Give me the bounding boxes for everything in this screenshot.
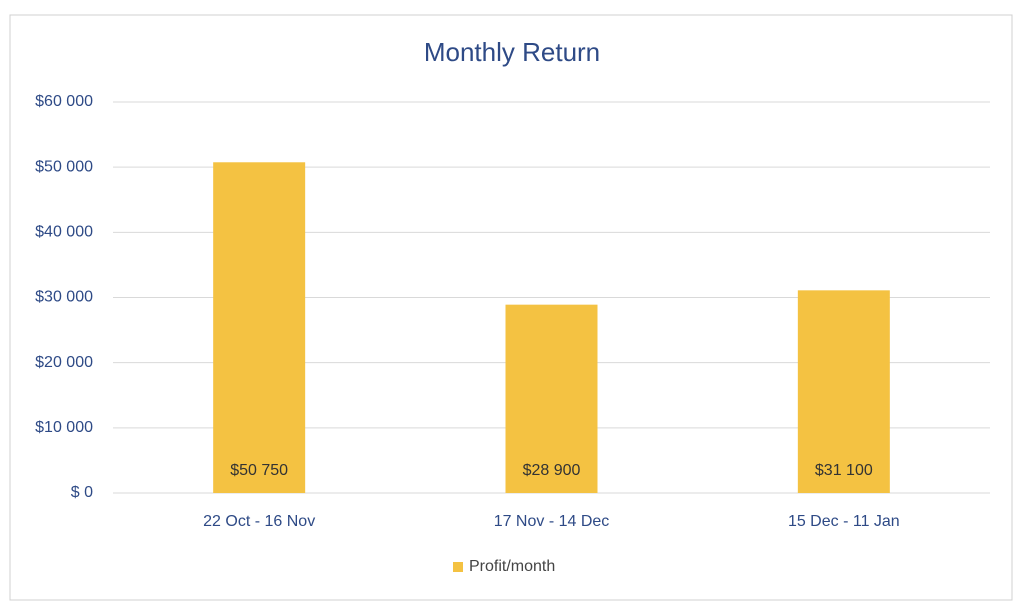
data-label: $31 100 <box>815 462 873 479</box>
y-tick-label: $40 000 <box>35 224 93 241</box>
data-label: $28 900 <box>523 462 581 479</box>
y-tick-label: $30 000 <box>35 289 93 306</box>
data-label: $50 750 <box>230 462 288 479</box>
bar <box>797 290 890 493</box>
bar <box>213 162 306 493</box>
y-tick-label: $60 000 <box>35 93 93 110</box>
x-tick-label: 22 Oct - 16 Nov <box>203 513 315 530</box>
chart-title: Monthly Return <box>424 37 600 67</box>
y-tick-label: $ 0 <box>71 484 93 501</box>
y-tick-label: $10 000 <box>35 419 93 436</box>
legend-label: Profit/month <box>469 558 555 575</box>
y-tick-label: $20 000 <box>35 354 93 371</box>
x-tick-label: 15 Dec - 11 Jan <box>788 513 900 530</box>
legend-swatch <box>453 562 463 572</box>
y-tick-label: $50 000 <box>35 158 93 175</box>
x-tick-label: 17 Nov - 14 Dec <box>494 513 610 530</box>
bar <box>505 304 598 493</box>
